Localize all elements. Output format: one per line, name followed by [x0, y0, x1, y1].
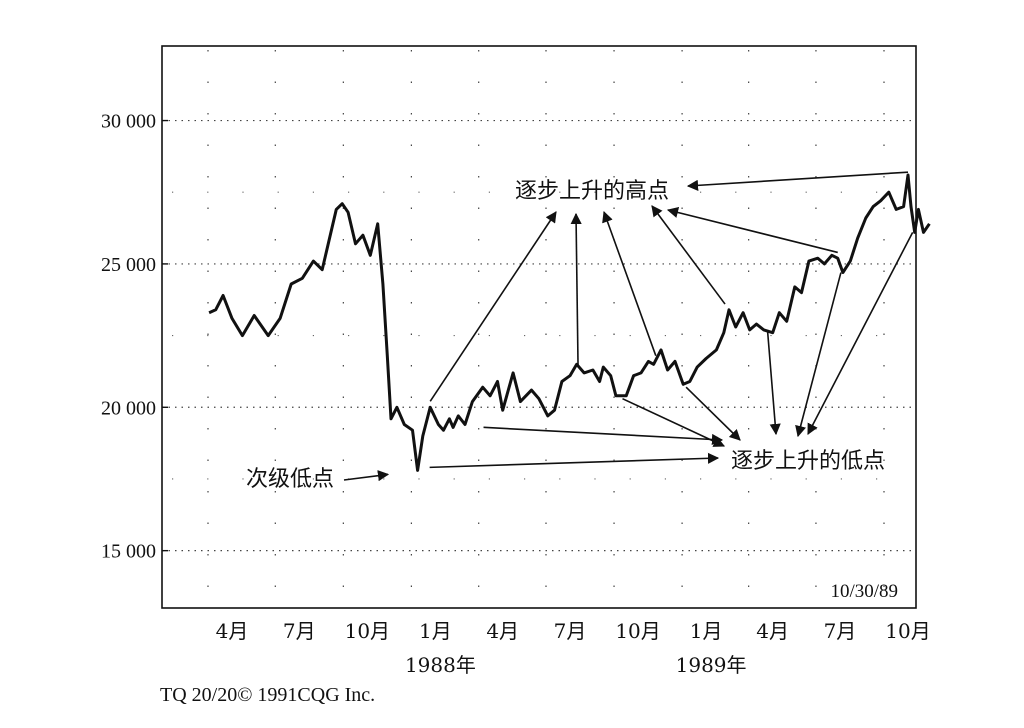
annotation-arrow: [429, 452, 720, 469]
x-tick-label: 10月: [615, 619, 660, 643]
x-tick-label: 4月: [216, 619, 249, 643]
year-label: 1989年: [676, 653, 747, 677]
annotation-label: 次级低点: [246, 467, 334, 492]
y-tick-label: 20 000: [101, 397, 156, 419]
y-tick-label: 30 000: [101, 111, 156, 133]
annotation-arrow: [686, 171, 909, 191]
date-stamp: 10/30/89: [830, 581, 898, 602]
annotation-arrow: [602, 210, 657, 356]
annotation-arrow: [483, 426, 724, 446]
annotation-arrow: [429, 211, 557, 402]
grid: [162, 50, 916, 604]
y-tick-label: 15 000: [101, 541, 156, 563]
annotation-arrow: [343, 470, 390, 482]
x-tick-label: 10月: [885, 619, 930, 643]
annotation-arrow: [795, 272, 842, 438]
x-tick-label: 1月: [690, 619, 723, 643]
annotation-label: 逐步上升的高点: [515, 179, 669, 204]
x-tick-label: 7月: [283, 619, 316, 643]
annotation-arrow: [685, 386, 741, 441]
year-label: 1988年: [405, 653, 476, 677]
annotation-arrow: [807, 232, 914, 435]
x-tick-label: 1月: [419, 619, 452, 643]
annotation-arrow: [766, 329, 781, 436]
x-tick-label: 7月: [554, 619, 587, 643]
y-axis: 15 000 20 000 25 000 30 000: [101, 111, 168, 563]
annotation-arrow: [622, 397, 726, 447]
y-tick-label: 25 000: [101, 254, 156, 276]
x-tick-label: 7月: [824, 619, 857, 643]
x-axis: 4月 7月 10月 1月 4月 7月 10月 1月 4月 7月 10月: [216, 619, 931, 643]
annotation-arrow: [666, 207, 838, 254]
year-labels: 1988年 1989年: [405, 653, 747, 677]
x-tick-label: 10月: [345, 619, 390, 643]
annotation-arrow: [570, 212, 582, 368]
annotation-arrows: [343, 171, 914, 482]
copyright-credit: TQ 20/20© 1991CQG Inc.: [160, 684, 376, 706]
annotation-label: 逐步上升的低点: [731, 449, 885, 474]
x-tick-label: 4月: [756, 619, 789, 643]
plot-frame: [161, 45, 917, 609]
annotation-arrow: [651, 205, 726, 305]
series-line: [208, 173, 931, 472]
x-tick-label: 4月: [486, 619, 519, 643]
